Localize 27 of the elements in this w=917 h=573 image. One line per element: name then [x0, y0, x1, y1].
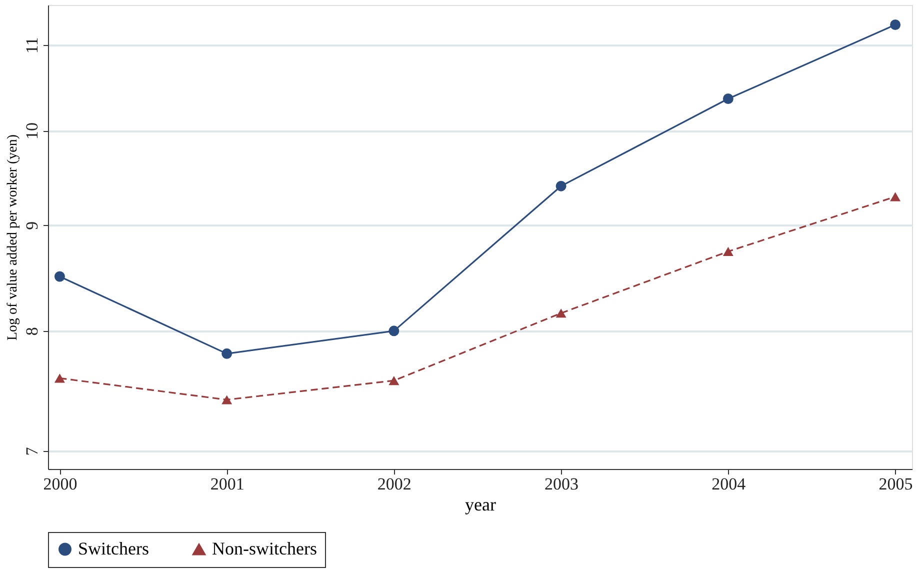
y-tick-label: 8: [22, 327, 42, 336]
x-axis-title: year: [465, 494, 496, 514]
y-tick-label: 7: [22, 446, 42, 456]
y-axis-title: Log of value added per worker (yen): [6, 134, 20, 341]
point: [722, 94, 734, 104]
point: [556, 180, 566, 192]
legend-label: Switchers: [78, 538, 149, 558]
x-tick-label: 2002: [377, 474, 412, 494]
point: [890, 20, 901, 30]
x-tick-label: 2005: [878, 474, 913, 494]
x-tick-label: 2004: [712, 474, 746, 494]
y-tick-label: 10: [22, 122, 42, 140]
x-tick-label: 2001: [210, 474, 244, 494]
x-tick-label: 2003: [544, 474, 579, 494]
point: [222, 395, 232, 404]
y-tick-label: 11: [22, 37, 42, 54]
point: [890, 192, 901, 202]
point: [556, 308, 566, 318]
point: [388, 326, 400, 336]
point: [722, 246, 734, 256]
legend-label: Non-switchers: [212, 538, 317, 558]
point: [54, 271, 65, 282]
y-tick-label: 9: [22, 221, 42, 230]
point: [54, 374, 65, 383]
point: [388, 376, 400, 386]
x-tick-label: 2000: [43, 474, 78, 494]
point: [222, 348, 232, 359]
